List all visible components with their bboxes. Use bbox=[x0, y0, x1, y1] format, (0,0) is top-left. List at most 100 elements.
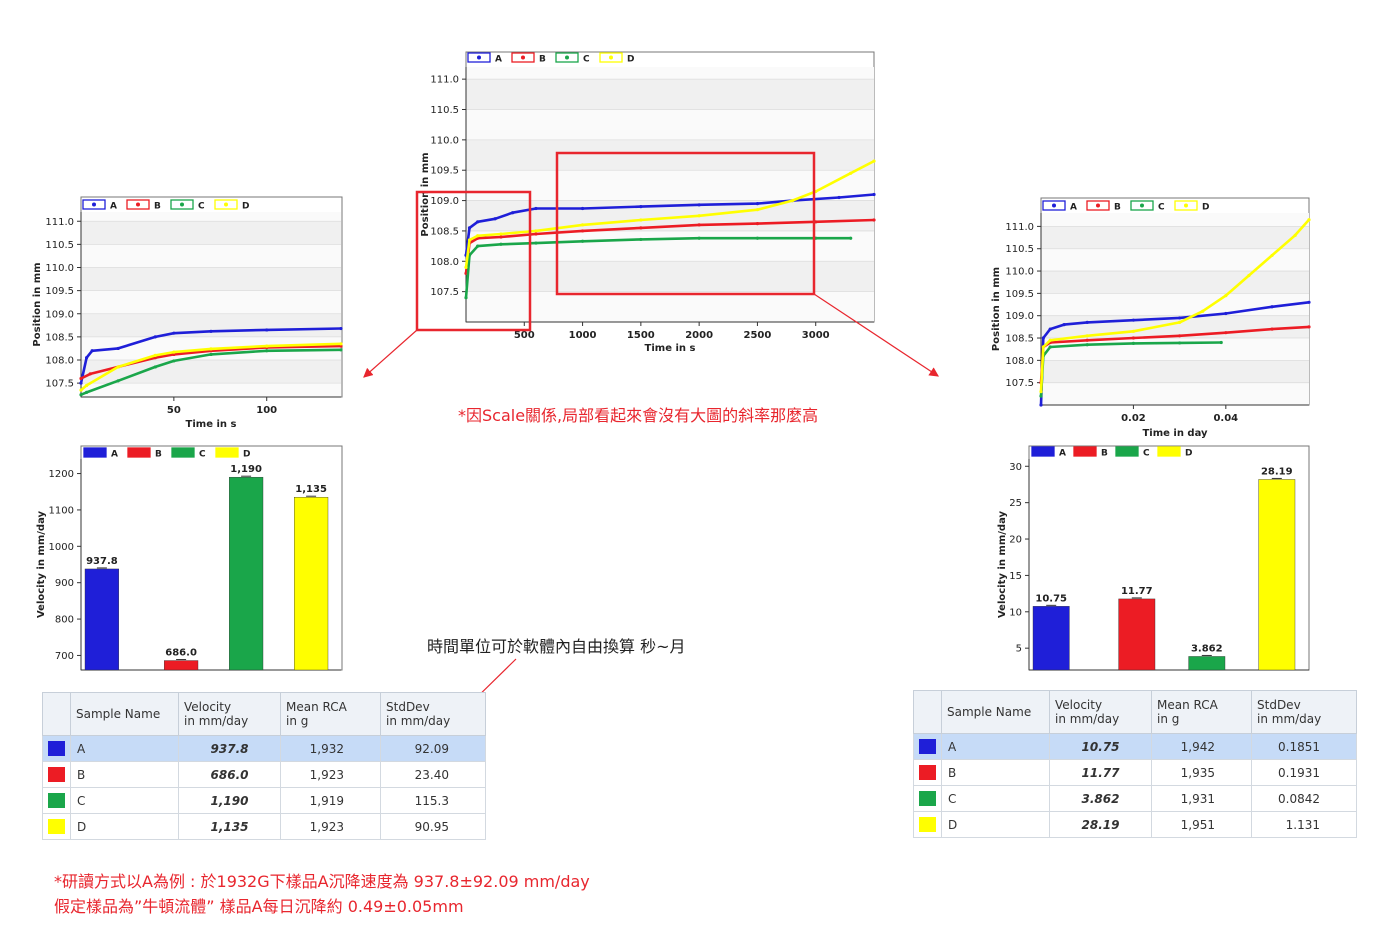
sample-name-cell: C bbox=[941, 785, 1050, 812]
y-tick-label: 110.0 bbox=[1005, 267, 1034, 278]
legend-marker-c bbox=[565, 55, 569, 60]
series-point-a bbox=[1270, 305, 1274, 309]
series-point-b bbox=[639, 226, 643, 230]
stddev-cell: 92.09 bbox=[380, 735, 486, 762]
y-tick-label: 110.5 bbox=[1005, 244, 1034, 255]
series-point-d bbox=[116, 365, 120, 369]
table-row[interactable]: D 28.19 1,951 1.131 bbox=[913, 811, 1357, 838]
table-row[interactable]: D 1,135 1,923 90.95 bbox=[42, 813, 486, 840]
table-row[interactable]: A 10.75 1,942 0.1851 bbox=[913, 733, 1357, 760]
rca-cell: 1,931 bbox=[1151, 785, 1252, 812]
velocity-cell: 28.19 bbox=[1049, 811, 1152, 838]
rca-cell: 1,932 bbox=[280, 735, 381, 762]
series-point-b bbox=[1224, 331, 1228, 335]
rca-cell: 1,919 bbox=[280, 787, 381, 814]
y-tick-label: 110.0 bbox=[430, 135, 459, 146]
series-point-b bbox=[499, 235, 503, 239]
y-tick-label: 109.5 bbox=[430, 166, 459, 177]
bar-c bbox=[228, 476, 264, 671]
header-mean-rca[interactable]: Mean RCA in g bbox=[1151, 690, 1252, 734]
sample-name-cell: D bbox=[941, 811, 1050, 838]
table-row[interactable]: C 1,190 1,919 115.3 bbox=[42, 787, 486, 814]
legend-swatch-d bbox=[215, 447, 239, 458]
series-point-b bbox=[1270, 327, 1274, 331]
sample-name-cell: B bbox=[941, 759, 1050, 786]
series-point-b bbox=[1131, 336, 1136, 340]
series-point-c bbox=[172, 359, 176, 363]
series-point-a bbox=[1131, 318, 1136, 322]
legend-marker-b bbox=[136, 202, 140, 207]
header-sample-name[interactable]: Sample Name bbox=[941, 690, 1050, 734]
y-tick-label: 107.5 bbox=[430, 287, 459, 298]
table-row[interactable]: C 3.862 1,931 0.0842 bbox=[913, 785, 1357, 812]
series-point-a bbox=[172, 331, 176, 335]
series-point-c bbox=[339, 348, 343, 352]
header-stddev[interactable]: StdDev in mm/day bbox=[1251, 690, 1357, 734]
grid-band bbox=[1041, 226, 1309, 249]
y-tick-label: 108.0 bbox=[1005, 356, 1034, 367]
results-table-right: Sample Name Velocity in mm/day Mean RCA in… bbox=[913, 690, 1357, 838]
x-tick-label: 1000 bbox=[569, 330, 597, 341]
header-sample-name[interactable]: Sample Name bbox=[70, 692, 179, 736]
header-velocity[interactable]: Velocity in mm/day bbox=[178, 692, 281, 736]
pos_left-group: 107.5 108.0 108.5 109.0 109.5 110.0 110.5 111.0… bbox=[32, 196, 343, 430]
series-point-a bbox=[476, 220, 480, 224]
series-point-d bbox=[499, 232, 503, 236]
arrow-left bbox=[363, 329, 418, 378]
grid-band bbox=[466, 139, 874, 171]
y-tick-label: 900 bbox=[55, 578, 74, 589]
series-line-c bbox=[80, 348, 342, 396]
series-point-a bbox=[755, 202, 760, 206]
legend-label-c: C bbox=[199, 450, 206, 460]
y-tick-label: 15 bbox=[1009, 571, 1022, 582]
bar-d bbox=[294, 496, 329, 671]
series-point-a bbox=[265, 328, 269, 332]
series-point-d bbox=[580, 223, 585, 227]
sample-name-cell: D bbox=[70, 813, 179, 840]
y-tick-label: 10 bbox=[1009, 607, 1022, 618]
stddev-cell: 0.0842 bbox=[1251, 785, 1357, 812]
series-point-a bbox=[1224, 311, 1228, 316]
legend-label-b: B bbox=[539, 55, 546, 65]
legend-marker-c bbox=[1140, 203, 1144, 208]
results-table-left: Sample Name Velocity in mm/day Mean RCA in… bbox=[42, 692, 486, 840]
velocity-cell: 10.75 bbox=[1049, 733, 1152, 760]
series-point-c bbox=[580, 239, 585, 243]
x-tick-label: 500 bbox=[514, 330, 535, 341]
series-point-b bbox=[1307, 325, 1311, 329]
series-point-c bbox=[499, 242, 503, 246]
series-point-b bbox=[534, 232, 538, 236]
y-tick-label: 108.5 bbox=[45, 332, 74, 343]
series-point-d bbox=[476, 234, 480, 238]
series-point-d bbox=[1307, 218, 1311, 222]
series-point-c bbox=[79, 393, 83, 397]
header-velocity[interactable]: Velocity in mm/day bbox=[1049, 690, 1152, 734]
series-point-d bbox=[1178, 320, 1182, 324]
series-point-d bbox=[697, 214, 701, 218]
table-row[interactable]: B 686.0 1,923 23.40 bbox=[42, 761, 486, 788]
table-row[interactable]: B 11.77 1,935 0.1931 bbox=[913, 759, 1357, 786]
y-axis-label: Position in mm bbox=[420, 152, 431, 236]
bar-a bbox=[1032, 606, 1070, 671]
table-row[interactable]: A 937.8 1,932 92.09 bbox=[42, 735, 486, 762]
header-stddev[interactable]: StdDev in mm/day bbox=[380, 692, 486, 736]
y-tick-label: 107.5 bbox=[1005, 378, 1034, 389]
series-point-d bbox=[1085, 334, 1089, 338]
y-tick-label: 111.0 bbox=[1005, 222, 1034, 233]
velocity-cell: 1,190 bbox=[178, 787, 281, 814]
series-point-d bbox=[755, 208, 760, 212]
legend-label-c: C bbox=[583, 55, 590, 65]
series-point-c bbox=[1131, 341, 1136, 345]
y-tick-label: 110.5 bbox=[45, 240, 74, 251]
header-mean-rca[interactable]: Mean RCA in g bbox=[280, 692, 381, 736]
table-header: Sample Name Velocity in mm/day Mean RCA in… bbox=[42, 692, 486, 736]
legend-label-b: B bbox=[154, 202, 161, 212]
y-tick-label: 109.0 bbox=[430, 196, 459, 207]
series-point-d bbox=[1131, 329, 1136, 333]
pos_main-group: 107.5 108.0 108.5 109.0 109.5 110.0 110.5 111.0… bbox=[420, 51, 876, 354]
legend-marker-a bbox=[477, 55, 481, 60]
series-point-b bbox=[1178, 334, 1182, 338]
bar-value-label: 937.8 bbox=[86, 556, 118, 567]
grid-band bbox=[466, 261, 874, 292]
